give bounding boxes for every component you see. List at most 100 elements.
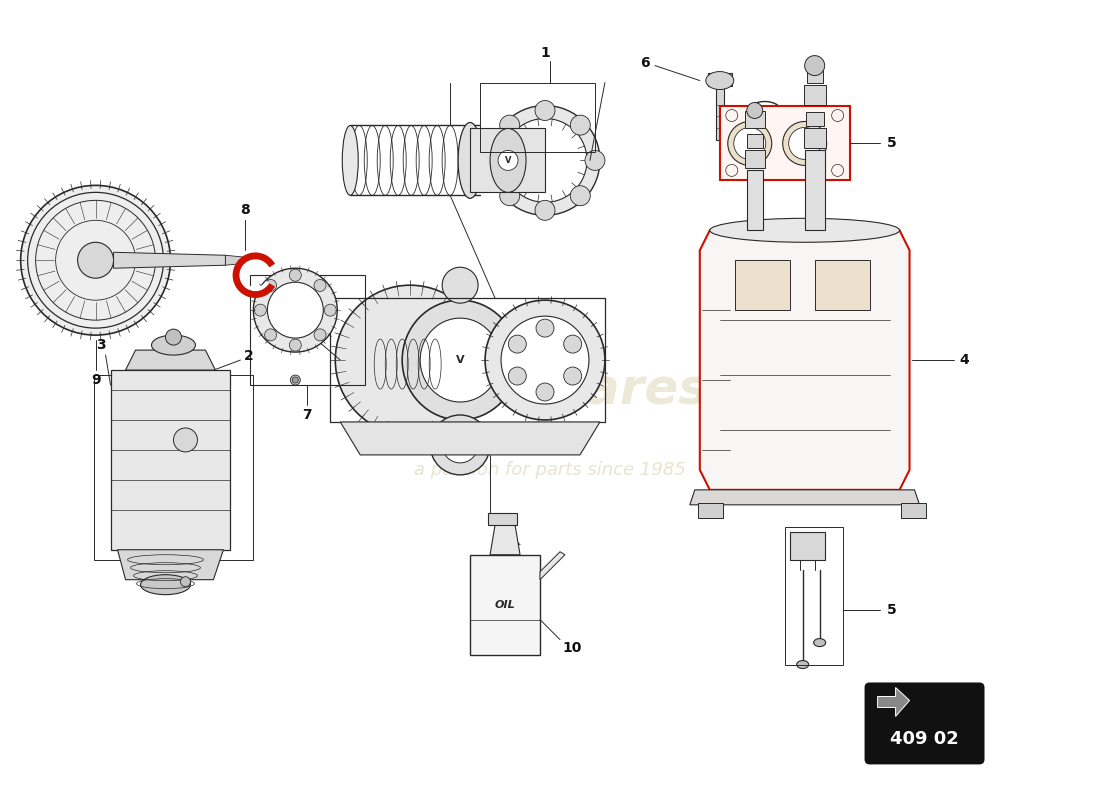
Ellipse shape [814, 638, 826, 646]
Text: 7: 7 [302, 408, 312, 422]
Circle shape [174, 428, 197, 452]
Polygon shape [470, 554, 540, 654]
Circle shape [265, 329, 276, 341]
Text: V: V [455, 355, 464, 365]
Circle shape [314, 279, 326, 291]
Polygon shape [707, 73, 732, 86]
Bar [488, 513, 517, 525]
Bar [747, 134, 762, 149]
Ellipse shape [796, 661, 808, 669]
Circle shape [508, 367, 526, 385]
Circle shape [535, 200, 556, 220]
Circle shape [314, 329, 326, 341]
FancyBboxPatch shape [866, 683, 983, 763]
Circle shape [498, 150, 518, 170]
Text: 10: 10 [562, 641, 582, 654]
Bar [784, 526, 843, 665]
Ellipse shape [420, 318, 500, 402]
Text: 5: 5 [887, 602, 896, 617]
Circle shape [180, 577, 190, 586]
Text: V: V [505, 156, 512, 165]
Bar [470, 129, 544, 192]
Bar [697, 503, 723, 518]
Text: eurospares: eurospares [392, 366, 708, 414]
Circle shape [563, 335, 582, 353]
Text: 1: 1 [540, 46, 550, 60]
Bar [251, 275, 365, 385]
Circle shape [536, 319, 554, 337]
Circle shape [805, 55, 825, 75]
Circle shape [336, 285, 485, 435]
Polygon shape [226, 255, 255, 266]
Polygon shape [540, 552, 565, 580]
Polygon shape [805, 150, 825, 230]
Text: 8: 8 [241, 203, 251, 218]
Circle shape [78, 242, 113, 278]
Text: 9: 9 [91, 373, 100, 387]
Circle shape [585, 150, 605, 170]
Polygon shape [700, 230, 910, 490]
Polygon shape [113, 252, 226, 268]
Bar [745, 110, 764, 129]
Bar [716, 86, 724, 141]
Ellipse shape [706, 71, 734, 90]
Circle shape [267, 282, 323, 338]
Circle shape [289, 270, 301, 282]
Polygon shape [118, 550, 223, 580]
Circle shape [503, 118, 587, 202]
Circle shape [324, 304, 337, 316]
Text: a passion for parts since 1985: a passion for parts since 1985 [414, 461, 686, 479]
Ellipse shape [491, 129, 526, 192]
Ellipse shape [403, 300, 518, 420]
Polygon shape [111, 370, 230, 550]
Polygon shape [878, 687, 910, 717]
Polygon shape [491, 525, 520, 554]
Bar [94, 375, 253, 560]
Circle shape [253, 268, 338, 352]
Polygon shape [125, 350, 216, 370]
Ellipse shape [165, 329, 182, 345]
Circle shape [499, 115, 519, 135]
Circle shape [563, 367, 582, 385]
Circle shape [734, 127, 766, 159]
Circle shape [21, 186, 171, 335]
Bar [806, 70, 823, 82]
Ellipse shape [342, 126, 359, 195]
Circle shape [508, 335, 526, 353]
Bar [719, 106, 849, 180]
Circle shape [535, 101, 556, 121]
Bar [804, 85, 826, 105]
Circle shape [289, 339, 301, 351]
Circle shape [485, 150, 505, 170]
Circle shape [442, 427, 478, 463]
Bar [790, 532, 825, 560]
Text: 6: 6 [640, 55, 650, 70]
Circle shape [293, 377, 298, 383]
Ellipse shape [141, 574, 190, 594]
Polygon shape [747, 170, 762, 230]
Circle shape [570, 186, 591, 206]
Text: 3: 3 [96, 338, 106, 352]
Circle shape [747, 102, 762, 118]
Ellipse shape [710, 218, 900, 242]
Circle shape [536, 383, 554, 401]
Circle shape [783, 122, 827, 166]
Circle shape [502, 316, 588, 404]
Bar [805, 111, 824, 126]
Ellipse shape [152, 335, 196, 355]
Bar [480, 82, 595, 153]
Circle shape [499, 186, 519, 206]
Text: 409 02: 409 02 [890, 730, 959, 749]
Bar [804, 129, 826, 149]
Polygon shape [690, 490, 920, 505]
Text: OIL: OIL [495, 600, 516, 610]
Bar [745, 150, 764, 169]
Circle shape [491, 106, 600, 215]
Circle shape [265, 279, 276, 291]
Polygon shape [340, 422, 600, 455]
Circle shape [290, 375, 300, 385]
Circle shape [430, 415, 491, 475]
Circle shape [485, 300, 605, 420]
Bar [735, 260, 790, 310]
Circle shape [728, 122, 772, 166]
